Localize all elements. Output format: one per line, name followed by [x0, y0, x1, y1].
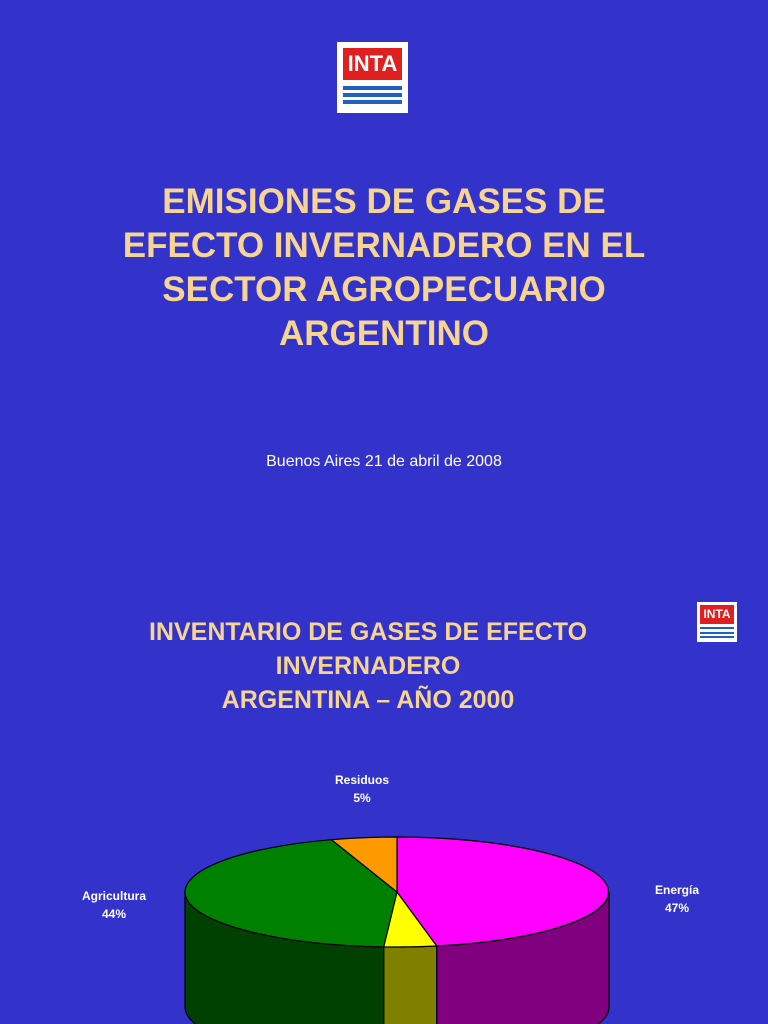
- chart-title-line: INVERNADERO: [275, 652, 461, 680]
- chart-title: INVENTARIO DE GASES DE EFECTO INVERNADER…: [60, 615, 676, 717]
- pie-label-residuos: Residuos 5%: [302, 771, 422, 807]
- chart-title-line: ARGENTINA – AÑO 2000: [221, 686, 515, 714]
- inta-logo: INTA: [337, 42, 408, 113]
- pie-slice-2: [184, 839, 398, 948]
- pie-label-name: Energía: [654, 883, 699, 897]
- pie-side-1: [383, 945, 438, 1024]
- main-title: EMISIONES DE GASES DE EFECTO INVERNADERO…: [40, 180, 728, 356]
- pie-label-name: Residuos: [334, 773, 389, 787]
- main-title-line: EFECTO INVERNADERO EN EL: [122, 226, 646, 265]
- pie-label-value: 47%: [664, 901, 690, 915]
- inta-logo-small: INTA: [697, 602, 737, 642]
- pie-label-agricultura: Agricultura 44%: [54, 887, 174, 923]
- presentation-date: Buenos Aires 21 de abril de 2008: [266, 453, 502, 470]
- pie-label-value: 44%: [101, 907, 127, 921]
- main-title-line: EMISIONES DE GASES DE: [162, 182, 606, 221]
- pie-slice-0: [396, 836, 610, 947]
- chart-title-line: INVENTARIO DE GASES DE EFECTO: [148, 618, 588, 646]
- main-title-line: ARGENTINO: [279, 314, 489, 353]
- inta-logo-small-text: INTA: [700, 605, 734, 624]
- pie-label-energia: Energía 47%: [617, 881, 737, 917]
- pie-slice-3: [329, 836, 398, 894]
- inta-logo-text: INTA: [342, 47, 403, 81]
- pie-label-name: Agricultura: [81, 889, 146, 903]
- main-title-line: SECTOR AGROPECUARIO: [162, 270, 606, 309]
- pie-label-value: 5%: [353, 791, 371, 805]
